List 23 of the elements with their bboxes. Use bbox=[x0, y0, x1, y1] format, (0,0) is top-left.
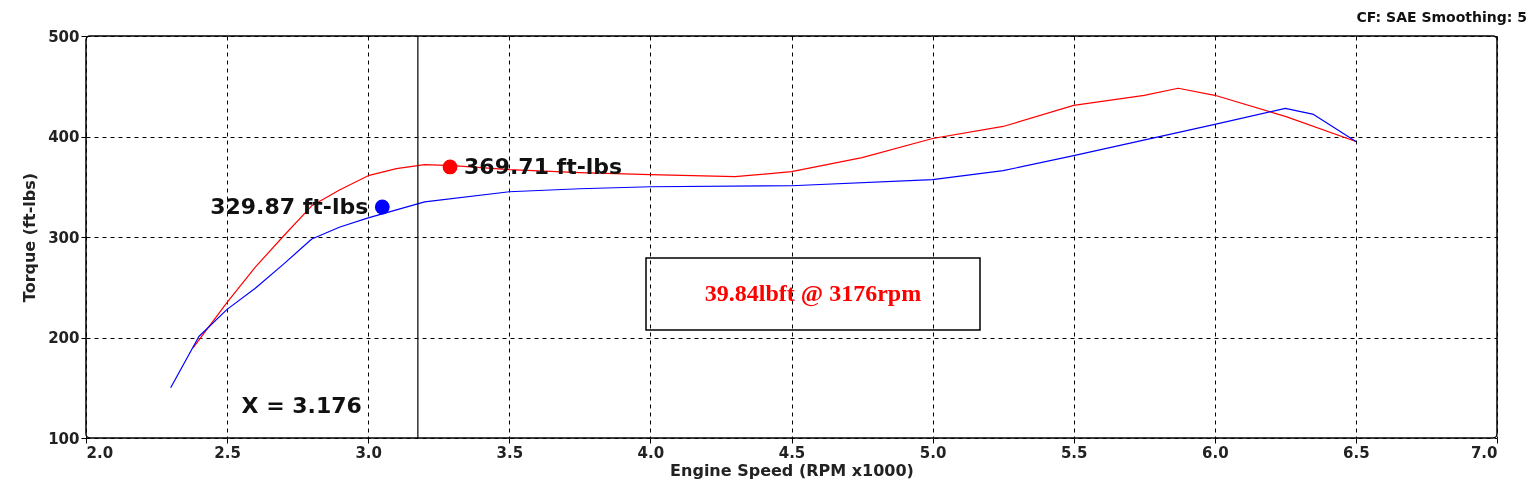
text: CF: SAE Smoothing: 5 bbox=[1356, 9, 1527, 25]
y-tick-label: 100 bbox=[48, 429, 80, 448]
annotation: 39.84lbft @ 3176rpm bbox=[704, 280, 922, 307]
x-tick-label: 4.0 bbox=[637, 443, 665, 462]
line-series bbox=[192, 87, 1357, 349]
y-tick-label: 400 bbox=[48, 128, 80, 146]
x-tick-label: 2.5 bbox=[214, 443, 241, 462]
y-tick-label: 300 bbox=[48, 228, 80, 247]
y-tick-label: 500 bbox=[48, 27, 80, 46]
x-tick-label: 4.5 bbox=[778, 443, 806, 462]
y-axis-title: Torque (ft-lbs) bbox=[20, 172, 40, 303]
x-tick-label: 3.5 bbox=[496, 443, 524, 462]
x-tick-label: 7.0 bbox=[1470, 443, 1498, 462]
x-axis-title: Engine Speed (RPM x1000) bbox=[670, 460, 914, 480]
x-tick-label: 5.5 bbox=[1060, 443, 1088, 462]
line-series bbox=[170, 107, 1357, 389]
x-tick-label: 3.0 bbox=[355, 443, 382, 462]
y-tick-label: 200 bbox=[48, 329, 80, 347]
x-tick-label: 6.0 bbox=[1202, 443, 1229, 462]
x-tick-label: 2.0 bbox=[86, 443, 114, 462]
x-tick-label: 5.0 bbox=[919, 443, 947, 462]
x-tick-label: 6.5 bbox=[1343, 443, 1370, 462]
ref-line-label: X = 3.176 bbox=[241, 393, 362, 418]
